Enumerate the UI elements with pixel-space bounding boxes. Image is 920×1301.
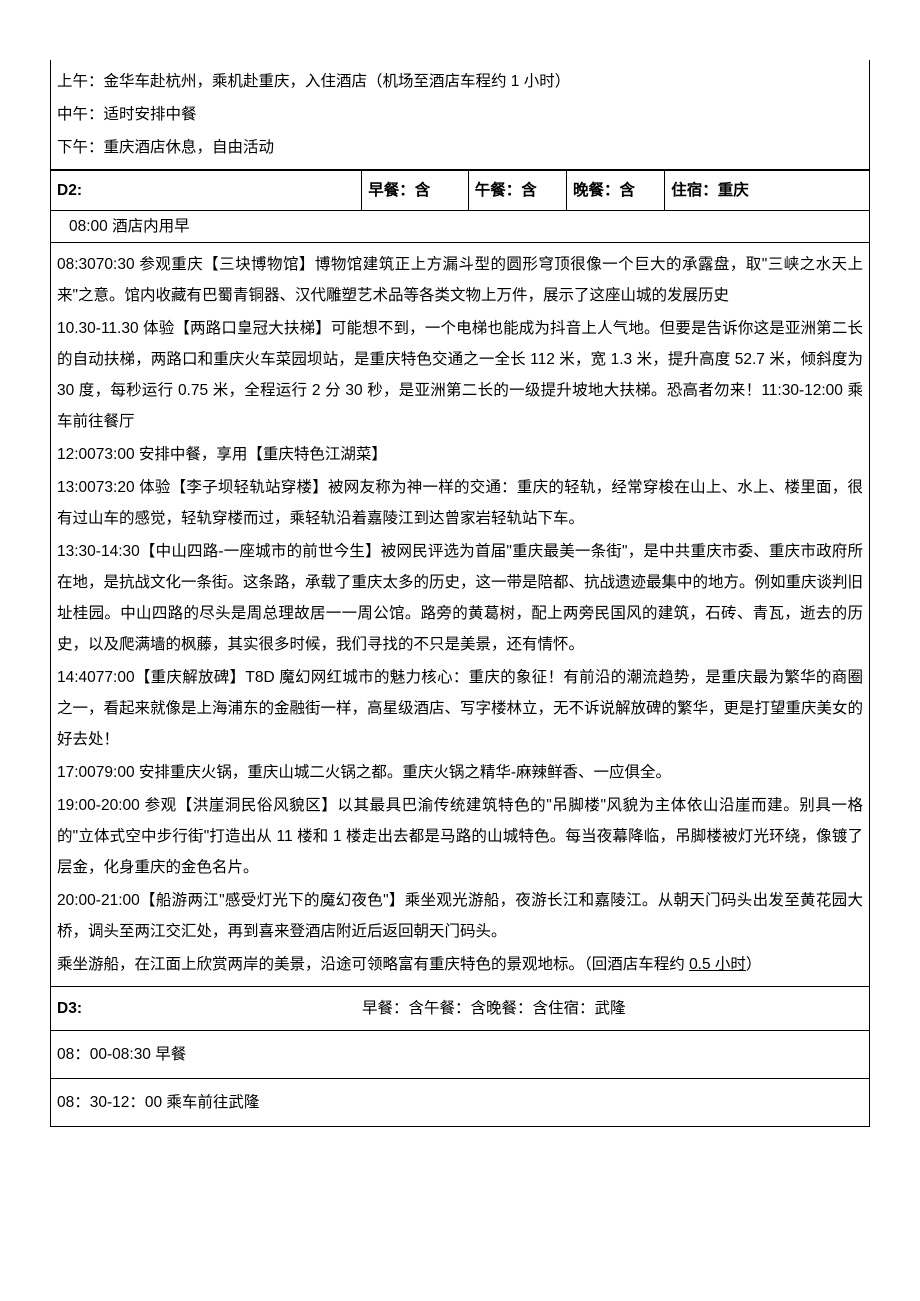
d2-breakfast-line: 08:00 酒店内用早 (50, 211, 870, 242)
d2-breakfast: 早餐：含 (362, 171, 468, 211)
d3-meals: 早餐：含午餐：含晚餐：含住宿：武隆 (362, 993, 626, 1024)
d2-last-suffix: ） (746, 956, 762, 973)
d2-entry: 13:0073:20 体验【李子坝轻轨站穿楼】被网友称为神一样的交通：重庆的轻轨… (57, 472, 863, 534)
d1-section: 上午：金华车赴杭州，乘机赴重庆，入住酒店（机场至酒店车程约 1 小时） 中午：适… (50, 60, 870, 170)
d2-entry: 13:30-14:30【中山四路-一座城市的前世今生】被网民评选为首届"重庆最美… (57, 536, 863, 660)
d2-details: 08:3070:30 参观重庆【三块博物馆】博物馆建筑正上方漏斗型的圆形穹顶很像… (50, 242, 870, 987)
d3-row-1: 08：00-08:30 早餐 (50, 1031, 870, 1079)
d2-entry: 17:0079:00 安排重庆火锅，重庆山城二火锅之都。重庆火锅之精华-麻辣鲜香… (57, 757, 863, 788)
d2-header-table: D2: 早餐：含 午餐：含 晚餐：含 住宿：重庆 (50, 170, 870, 211)
d1-morning: 上午：金华车赴杭州，乘机赴重庆，入住酒店（机场至酒店车程约 1 小时） (57, 66, 863, 97)
d2-last-entry: 乘坐游船，在江面上欣赏两岸的美景，沿途可领略富有重庆特色的景观地标。（回酒店车程… (57, 949, 863, 980)
d2-last-underline: 0.5 小时 (689, 956, 746, 973)
d2-last-prefix: 乘坐游船，在江面上欣赏两岸的美景，沿途可领略富有重庆特色的景观地标。（回酒店车程… (57, 956, 689, 973)
d2-entry: 12:0073:00 安排中餐，享用【重庆特色江湖菜】 (57, 439, 863, 470)
d2-entry: 19:00-20:00 参观【洪崖洞民俗风貌区】以其最具巴渝传统建筑特色的"吊脚… (57, 790, 863, 883)
d3-row-2: 08：30-12：00 乘车前往武隆 (50, 1079, 870, 1127)
d2-entry: 10.30-11.30 体验【两路口皇冠大扶梯】可能想不到，一个电梯也能成为抖音… (57, 313, 863, 437)
d2-entry: 08:3070:30 参观重庆【三块博物馆】博物馆建筑正上方漏斗型的圆形穹顶很像… (57, 249, 863, 311)
d1-content: 上午：金华车赴杭州，乘机赴重庆，入住酒店（机场至酒店车程约 1 小时） 中午：适… (51, 60, 870, 170)
d2-label: D2: (51, 171, 362, 211)
d3-label: D3: (57, 993, 362, 1024)
d2-entry: 20:00-21:00【船游两江"感受灯光下的魔幻夜色"】乘坐观光游船，夜游长江… (57, 885, 863, 947)
d1-noon: 中午：适时安排中餐 (57, 99, 863, 130)
d2-lunch: 午餐：含 (468, 171, 566, 211)
d3-header: D3: 早餐：含午餐：含晚餐：含住宿：武隆 (50, 987, 870, 1031)
d2-dinner: 晚餐：含 (566, 171, 664, 211)
d1-afternoon: 下午：重庆酒店休息，自由活动 (57, 132, 863, 163)
d2-entry: 14:4077:00【重庆解放碑】T8D 魔幻网红城市的魅力核心：重庆的象征！有… (57, 662, 863, 755)
d2-stay: 住宿：重庆 (665, 171, 870, 211)
